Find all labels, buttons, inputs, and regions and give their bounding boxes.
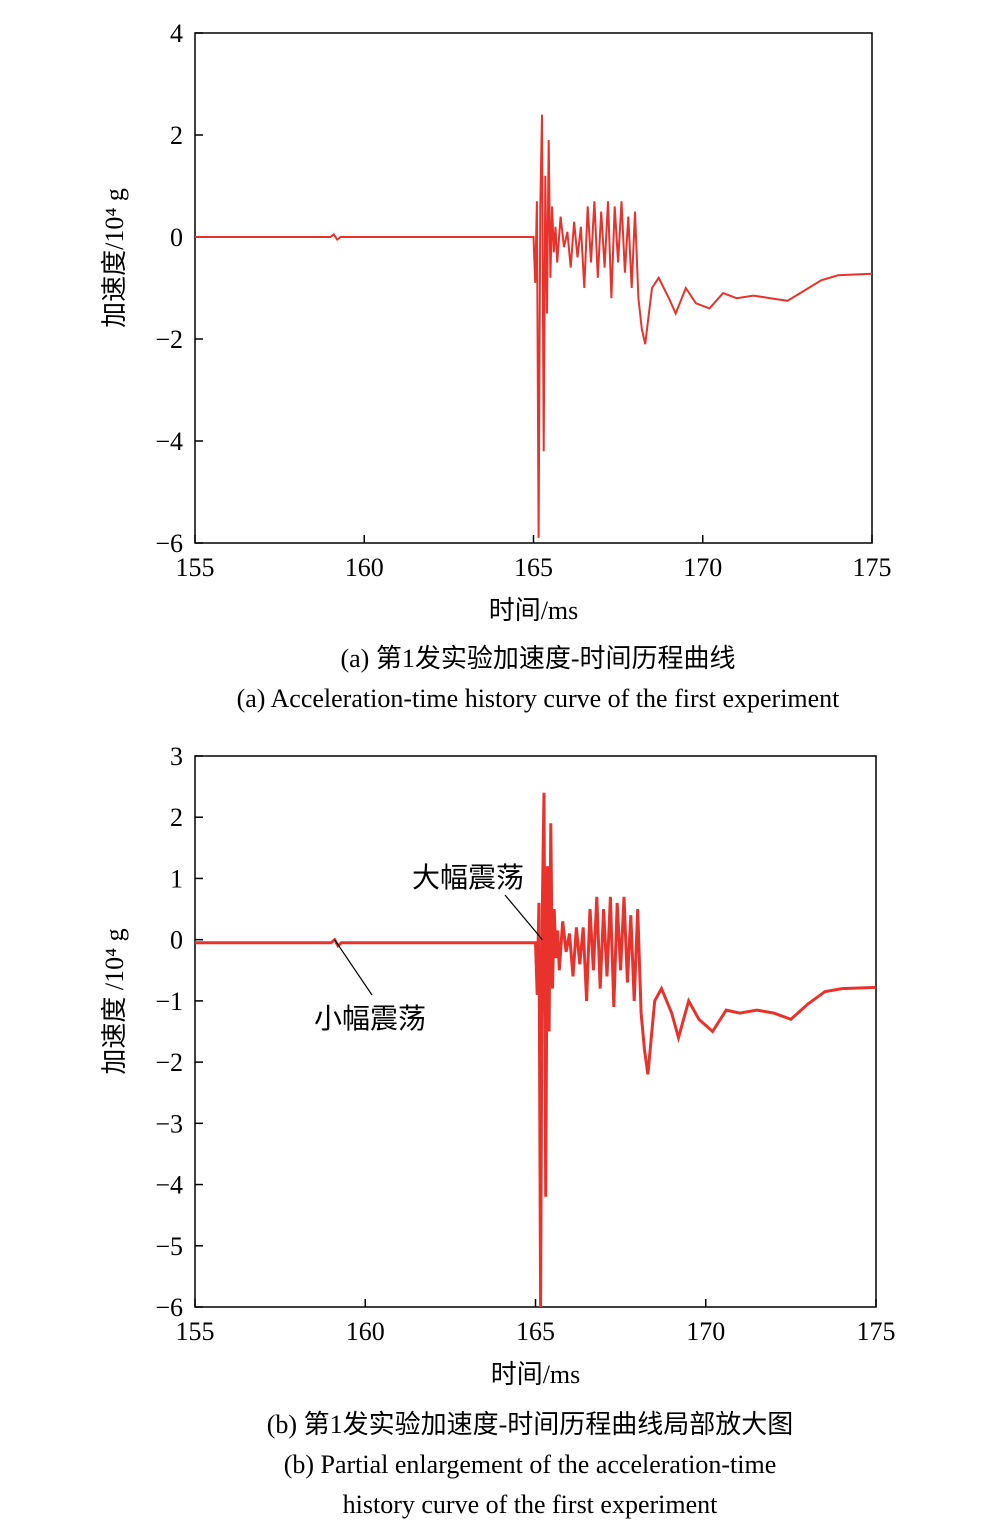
chart-a-x-tick-label: 175 — [853, 553, 892, 582]
chart-b-y-tick-label: −3 — [155, 1109, 183, 1138]
chart-a: 155 160 165 170 175 −6 −4 −2 0 2 4 时间/ms 加速度/10⁴ g… — [100, 19, 892, 713]
chart-b-caption-en-line2: history curve of the first experiment — [343, 1490, 718, 1519]
chart-b-x-tick-label: 160 — [346, 1317, 385, 1346]
chart-a-caption-cn: (a) 第1发实验加速度-时间历程曲线 — [340, 644, 735, 673]
chart-b-y-tick-label: −2 — [155, 1048, 183, 1077]
chart-b-caption-en-line1: (b) Partial enlargement of the accelerat… — [284, 1450, 777, 1479]
chart-b-x-tick-label: 165 — [516, 1317, 555, 1346]
chart-a-series-line — [195, 114, 873, 538]
chart-b-y-tick-label: −1 — [155, 987, 183, 1016]
chart-a-y-tick-label: 0 — [170, 223, 183, 252]
chart-a-x-axis-label: 时间/ms — [489, 596, 579, 625]
chart-b-x-axis-label: 时间/ms — [491, 1360, 581, 1389]
annotation-small-oscillation: 小幅震荡 — [314, 1003, 426, 1035]
chart-a-y-tick-label: −2 — [155, 325, 183, 354]
chart-a-x-tick-label: 165 — [514, 553, 553, 582]
chart-b-ticks: 155 160 165 170 175 −6 −5 −4 −3 −2 −1 0 1 2 3 — [155, 742, 895, 1346]
chart-b-plot-frame — [194, 755, 877, 1308]
chart-a-y-tick-label: 2 — [170, 121, 183, 150]
chart-b-y-tick-label: 1 — [170, 864, 183, 893]
annotation-large-oscillation: 大幅震荡 — [412, 862, 524, 894]
annotation-leader-small-oscillation — [334, 939, 373, 996]
chart-b-x-tick-label: 155 — [176, 1317, 215, 1346]
chart-b-y-tick-label: −6 — [155, 1293, 183, 1322]
chart-a-y-tick-label: −6 — [155, 529, 183, 558]
chart-b-y-tick-label: −4 — [155, 1171, 183, 1200]
chart-b-x-tick-label: 170 — [686, 1317, 725, 1346]
chart-a-caption-en: (a) Acceleration-time history curve of t… — [237, 684, 841, 713]
chart-b-y-tick-label: 3 — [170, 742, 183, 771]
chart-b-caption-cn: (b) 第1发实验加速度-时间历程曲线局部放大图 — [267, 1410, 793, 1439]
chart-a-x-tick-label: 170 — [683, 553, 722, 582]
chart-a-x-tick-label: 160 — [345, 553, 384, 582]
chart-b: 155 160 165 170 175 −6 −5 −4 −3 −2 −1 0 1 2 3 大幅震荡 小幅震… — [100, 742, 896, 1519]
chart-b-y-tick-label: 2 — [170, 803, 183, 832]
chart-a-y-axis-label: 加速度/10⁴ g — [100, 188, 129, 328]
chart-b-y-tick-label: −5 — [155, 1232, 183, 1261]
chart-a-ticks: 155 160 165 170 175 −6 −4 −2 0 2 4 — [155, 19, 891, 582]
chart-b-y-tick-label: 0 — [170, 926, 183, 955]
chart-a-plot-frame — [194, 32, 873, 544]
chart-a-x-tick-label: 155 — [176, 553, 215, 582]
chart-b-y-axis-label: 加速度 /10⁴ g — [100, 928, 129, 1074]
chart-a-y-tick-label: 4 — [170, 19, 183, 48]
chart-b-x-tick-label: 175 — [857, 1317, 896, 1346]
chart-a-y-tick-label: −4 — [155, 427, 183, 456]
chart-b-series-line — [195, 792, 877, 1308]
annotation-leader-large-oscillation — [504, 894, 543, 941]
